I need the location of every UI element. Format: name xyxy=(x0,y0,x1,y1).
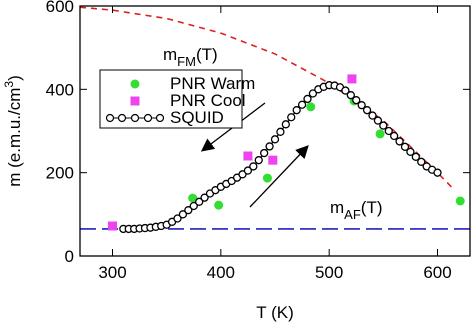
annotation-sub: AF xyxy=(344,207,361,222)
point xyxy=(352,96,361,105)
y-tick-label: 600 xyxy=(46,0,74,16)
legend-label: PNR Warm xyxy=(170,74,255,93)
point xyxy=(243,166,253,175)
point xyxy=(292,106,301,115)
legend-marker xyxy=(130,79,140,89)
legend-marker xyxy=(105,113,115,123)
point xyxy=(200,193,209,202)
arrow-warming xyxy=(249,145,309,208)
x-tick-label: 500 xyxy=(315,263,343,282)
point xyxy=(411,152,420,161)
point xyxy=(455,196,465,206)
annotation-sub: FM xyxy=(177,54,196,69)
y-axis-label-text: m (e.m.u./cm xyxy=(5,88,24,187)
point xyxy=(395,137,404,146)
point xyxy=(188,193,198,203)
y-axis-label-sup: 3 xyxy=(2,81,16,88)
point xyxy=(357,101,366,110)
point xyxy=(238,170,247,179)
point xyxy=(346,91,355,100)
point xyxy=(243,151,253,161)
point xyxy=(254,156,263,165)
point xyxy=(262,173,272,183)
point xyxy=(276,127,285,136)
point xyxy=(195,197,204,206)
point xyxy=(287,113,296,122)
x-tick-label: 400 xyxy=(207,263,235,282)
x-axis-label: T (K) xyxy=(256,303,293,322)
point xyxy=(308,89,318,98)
point xyxy=(265,142,274,151)
y-tick-label: 200 xyxy=(46,164,74,183)
point xyxy=(433,168,442,177)
point xyxy=(270,135,280,144)
x-tick-label: 600 xyxy=(423,263,451,282)
point xyxy=(184,206,193,215)
point xyxy=(379,121,388,130)
legend-marker xyxy=(130,113,140,123)
point xyxy=(400,142,410,151)
point xyxy=(189,201,198,211)
y-tick-label: 0 xyxy=(65,247,74,266)
point xyxy=(249,162,258,171)
point xyxy=(268,155,278,165)
point xyxy=(214,200,224,210)
point xyxy=(306,102,316,112)
point xyxy=(178,210,188,219)
legend-label: PNR Cool xyxy=(170,91,246,110)
legend-marker xyxy=(155,113,165,123)
point xyxy=(373,116,383,125)
point xyxy=(341,86,350,95)
point xyxy=(384,126,393,136)
point xyxy=(108,221,117,231)
point xyxy=(375,129,385,139)
point xyxy=(390,131,399,141)
annotation: mAF(T) xyxy=(330,198,383,222)
point xyxy=(173,214,182,223)
point xyxy=(368,111,377,120)
annotation-text: m xyxy=(330,198,344,217)
x-tick-label: 300 xyxy=(98,263,126,282)
point xyxy=(260,148,269,158)
legend-marker xyxy=(130,96,140,106)
annotation: mFM(T) xyxy=(163,45,218,69)
y-tick-label: 400 xyxy=(46,80,74,99)
point xyxy=(362,106,372,115)
legend-marker xyxy=(117,113,127,123)
annotation-text: m xyxy=(163,45,177,64)
point xyxy=(347,74,357,84)
legend-marker xyxy=(143,113,153,123)
point xyxy=(281,120,290,129)
y-axis-label: m (e.m.u./cm3) xyxy=(2,75,24,187)
point xyxy=(417,157,426,166)
annotation-suffix: (T) xyxy=(361,198,383,217)
point xyxy=(406,147,415,156)
point xyxy=(303,94,312,104)
annotation-suffix: (T) xyxy=(196,45,218,64)
plot-frame xyxy=(79,5,471,257)
legend-label: SQUID xyxy=(170,108,224,127)
y-axis-label-end: ) xyxy=(5,75,24,81)
point xyxy=(297,100,307,109)
